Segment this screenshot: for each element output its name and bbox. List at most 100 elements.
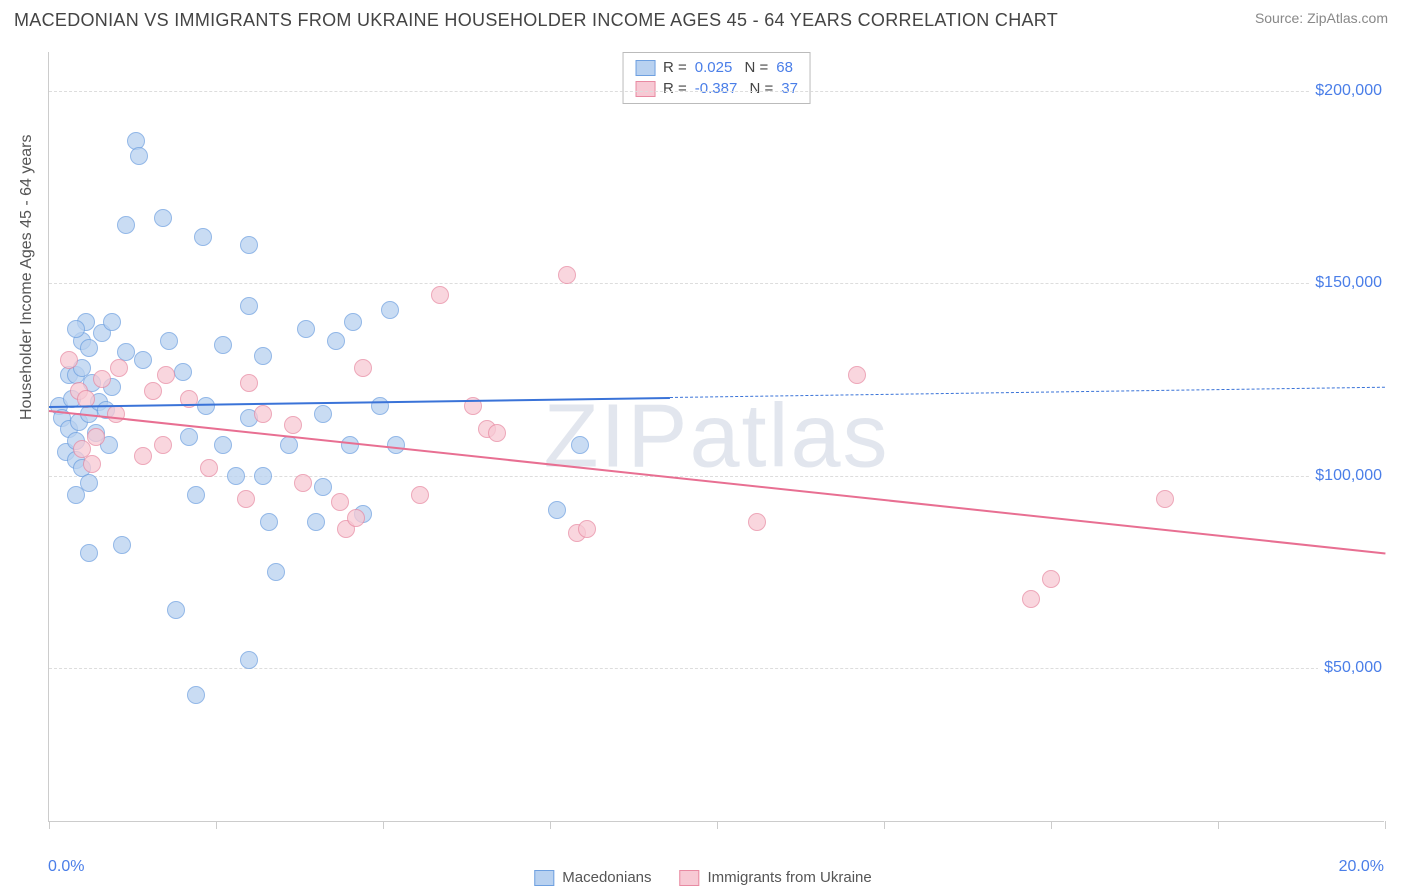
scatter-point (187, 486, 205, 504)
scatter-point (381, 301, 399, 319)
scatter-point (260, 513, 278, 531)
scatter-point (214, 436, 232, 454)
scatter-point (154, 209, 172, 227)
legend-label-series2: Immigrants from Ukraine (708, 869, 872, 886)
scatter-point (354, 359, 372, 377)
scatter-point (157, 366, 175, 384)
scatter-point (117, 216, 135, 234)
scatter-point (80, 544, 98, 562)
scatter-point (267, 563, 285, 581)
legend-item-series1: Macedonians (534, 869, 651, 886)
scatter-point (107, 405, 125, 423)
scatter-point (254, 467, 272, 485)
source-label: Source: ZipAtlas.com (1255, 10, 1388, 26)
scatter-point (240, 297, 258, 315)
watermark: ZIPatlas (543, 385, 889, 488)
scatter-point (314, 478, 332, 496)
scatter-point (347, 509, 365, 527)
scatter-point (387, 436, 405, 454)
y-tick-label: $150,000 (1309, 272, 1388, 294)
x-axis-min-label: 0.0% (48, 858, 84, 876)
scatter-point (548, 501, 566, 519)
series-legend: Macedonians Immigrants from Ukraine (534, 869, 871, 886)
scatter-point (214, 336, 232, 354)
scatter-point (307, 513, 325, 531)
r-value-series1: 0.025 (695, 59, 733, 76)
scatter-point (134, 447, 152, 465)
trend-line (49, 397, 670, 408)
y-tick-label: $50,000 (1318, 657, 1388, 679)
scatter-point (254, 347, 272, 365)
x-tick (49, 821, 50, 829)
x-tick (1218, 821, 1219, 829)
legend-label-series1: Macedonians (562, 869, 651, 886)
scatter-point (160, 332, 178, 350)
scatter-point (167, 601, 185, 619)
scatter-point (848, 366, 866, 384)
scatter-point (194, 228, 212, 246)
scatter-point (197, 397, 215, 415)
scatter-point (314, 405, 332, 423)
x-tick (1051, 821, 1052, 829)
y-tick-label: $100,000 (1309, 465, 1388, 487)
scatter-point (187, 686, 205, 704)
scatter-point (1022, 590, 1040, 608)
scatter-point (67, 486, 85, 504)
scatter-point (83, 455, 101, 473)
trend-line (670, 387, 1385, 398)
x-tick (216, 821, 217, 829)
legend-swatch-icon (680, 870, 700, 886)
chart-title: MACEDONIAN VS IMMIGRANTS FROM UKRAINE HO… (14, 10, 1058, 31)
legend-swatch-series2 (635, 81, 655, 97)
scatter-point (297, 320, 315, 338)
chart-plot-area: ZIPatlas R = 0.025 N = 68 R = -0.387 N =… (48, 52, 1384, 822)
scatter-point (103, 313, 121, 331)
scatter-point (93, 370, 111, 388)
scatter-point (327, 332, 345, 350)
r-value-series2: -0.387 (695, 80, 738, 97)
scatter-point (748, 513, 766, 531)
correlation-legend: R = 0.025 N = 68 R = -0.387 N = 37 (622, 52, 811, 104)
trend-line (49, 410, 1385, 554)
scatter-point (331, 493, 349, 511)
gridline (49, 283, 1384, 284)
scatter-point (80, 339, 98, 357)
n-value-series2: 37 (781, 80, 798, 97)
scatter-point (294, 474, 312, 492)
scatter-point (87, 428, 105, 446)
legend-row-series1: R = 0.025 N = 68 (635, 57, 798, 78)
scatter-point (578, 520, 596, 538)
scatter-point (154, 436, 172, 454)
header: MACEDONIAN VS IMMIGRANTS FROM UKRAINE HO… (0, 0, 1406, 35)
x-tick (1385, 821, 1386, 829)
scatter-point (488, 424, 506, 442)
scatter-point (240, 374, 258, 392)
scatter-point (174, 363, 192, 381)
scatter-point (371, 397, 389, 415)
scatter-point (180, 428, 198, 446)
scatter-point (60, 351, 78, 369)
x-axis-max-label: 20.0% (1339, 858, 1384, 876)
x-tick (550, 821, 551, 829)
gridline (49, 476, 1384, 477)
y-tick-label: $200,000 (1309, 80, 1388, 102)
legend-swatch-icon (534, 870, 554, 886)
scatter-point (227, 467, 245, 485)
scatter-point (1042, 570, 1060, 588)
scatter-point (237, 490, 255, 508)
scatter-point (200, 459, 218, 477)
scatter-point (558, 266, 576, 284)
scatter-point (240, 236, 258, 254)
scatter-point (1156, 490, 1174, 508)
legend-swatch-series1 (635, 60, 655, 76)
x-tick (383, 821, 384, 829)
gridline (49, 91, 1384, 92)
scatter-point (134, 351, 152, 369)
scatter-point (254, 405, 272, 423)
x-tick (884, 821, 885, 829)
legend-row-series2: R = -0.387 N = 37 (635, 78, 798, 99)
scatter-point (67, 320, 85, 338)
scatter-point (110, 359, 128, 377)
scatter-point (130, 147, 148, 165)
legend-item-series2: Immigrants from Ukraine (680, 869, 872, 886)
